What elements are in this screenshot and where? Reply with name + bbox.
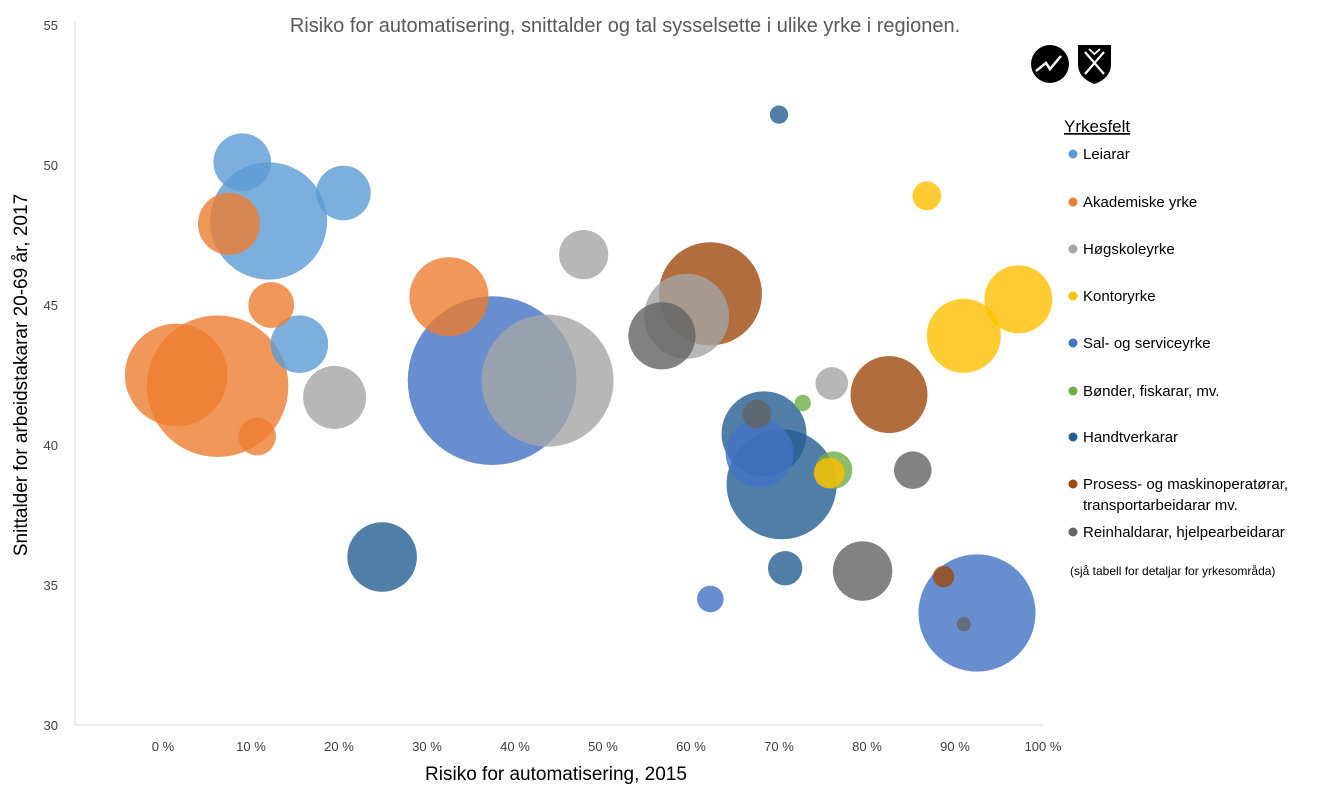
y-tick-label: 45 [44, 298, 58, 313]
y-tick-label: 30 [44, 718, 58, 733]
chart-title: Risiko for automatisering, snittalder og… [290, 15, 960, 37]
bubble-point [124, 323, 228, 427]
legend-marker [1068, 338, 1078, 348]
legend-entry: Reinhaldarar, hjelpearbeidarar [1083, 524, 1285, 541]
legend-marker [1068, 432, 1078, 442]
x-tick-label: 0 % [152, 739, 175, 754]
bubble-point [984, 265, 1053, 334]
x-axis-label: Risiko for automatisering, 2015 [425, 764, 687, 785]
bubble-point [303, 365, 367, 429]
bubble-marks [124, 105, 1053, 672]
bubble-point [481, 314, 614, 447]
y-axis-label: Snittalder for arbeidstakarar 20-69 år, … [11, 194, 32, 556]
x-tick-labels: 0 % 10 % 20 % 30 % 40 % 50 % 60 % 70 % 80 % 90 % 1… [152, 739, 1062, 754]
legend-entry: Sal- og serviceyrke [1083, 335, 1211, 352]
bubble-point [238, 417, 276, 456]
x-tick-label: 30 % [412, 739, 442, 754]
x-tick-label: 100 % [1025, 739, 1062, 754]
bubble-point [850, 356, 928, 434]
x-tick-label: 90 % [940, 739, 970, 754]
y-tick-label: 55 [44, 18, 58, 33]
bubble-point [926, 298, 1001, 373]
y-tick-label: 40 [44, 438, 58, 453]
legend-entry: Bønder, fiskarar, mv. [1083, 383, 1219, 400]
region-logo-icon [1031, 45, 1069, 83]
legend-entry: Kontoryrke [1083, 288, 1156, 305]
bubble-point [248, 282, 295, 328]
bubble-point [197, 192, 261, 255]
bubble-point [725, 419, 794, 488]
legend-marker [1068, 386, 1078, 396]
legend-entry: Prosess- og maskinoperatørar, transportar… [1083, 476, 1288, 514]
bubble-point [316, 165, 371, 221]
legend-entry: Akademiske yrke [1083, 194, 1197, 211]
bubble-point [697, 585, 724, 613]
y-tick-label: 50 [44, 158, 58, 173]
legend: Yrkesfelt Leiarar Akademiske yrke Høgskole… [1064, 117, 1288, 578]
legend-marker [1068, 197, 1078, 207]
x-tick-label: 10 % [236, 739, 266, 754]
coat-of-arms-icon [1078, 45, 1111, 84]
x-tick-label: 80 % [852, 739, 882, 754]
y-tick-label: 35 [44, 578, 58, 593]
legend-entry: Høgskoleyrke [1083, 241, 1175, 258]
bubble-point [956, 617, 971, 632]
legend-marker [1068, 291, 1078, 301]
x-tick-label: 50 % [588, 739, 618, 754]
legend-note: (sjå tabell for detaljar for yrkesområda… [1070, 564, 1275, 578]
bubble-point [912, 181, 942, 211]
bubble-point [832, 541, 893, 601]
legend-marker [1068, 244, 1078, 254]
x-tick-label: 20 % [324, 739, 354, 754]
bubble-point [769, 105, 789, 124]
bubble-point [813, 457, 845, 489]
legend-marker [1068, 479, 1078, 489]
bubble-point [932, 565, 955, 588]
bubble-point [270, 315, 329, 373]
legend-entry: Handtverkarar [1083, 429, 1178, 446]
bubble-point [628, 302, 696, 370]
bubble-point [347, 522, 417, 592]
bubble-point [742, 399, 772, 429]
bubble-point [213, 133, 271, 191]
y-tick-labels: 30 35 40 45 50 55 [44, 18, 58, 733]
x-tick-label: 40 % [500, 739, 530, 754]
bubble-point [767, 551, 803, 586]
legend-entry: Leiarar [1083, 146, 1130, 163]
bubble-point [409, 257, 489, 337]
legend-marker [1068, 149, 1078, 159]
legend-title: Yrkesfelt [1064, 117, 1130, 136]
bubble-point [893, 451, 932, 489]
x-tick-label: 70 % [764, 739, 794, 754]
bubble-point [794, 394, 811, 412]
x-tick-label: 60 % [676, 739, 706, 754]
bubble-point [815, 367, 849, 400]
legend-marker [1068, 527, 1078, 537]
bubble-point [559, 229, 609, 280]
